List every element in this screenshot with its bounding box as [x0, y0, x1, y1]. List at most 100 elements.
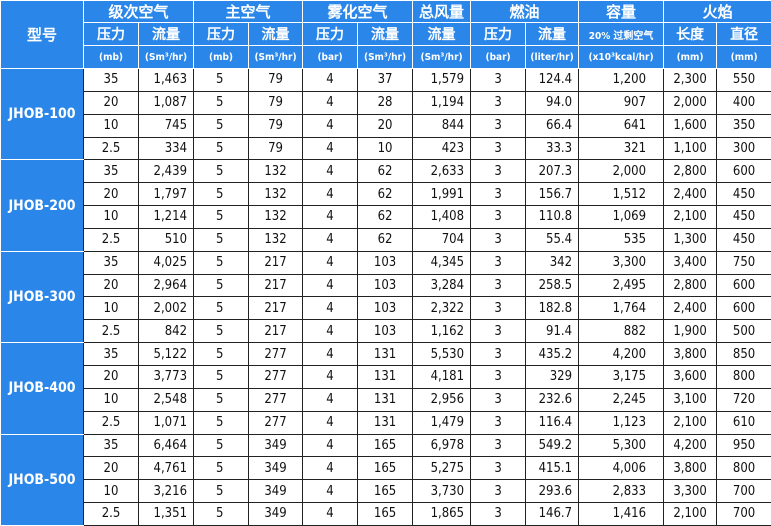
data-cell: 800 — [717, 365, 771, 388]
data-cell: 3 — [471, 503, 526, 526]
data-cell: 349 — [249, 434, 303, 457]
data-cell: 450 — [717, 183, 771, 206]
data-cell: 4,200 — [579, 343, 664, 366]
data-cell: 3 — [471, 411, 526, 434]
data-cell: 5 — [194, 183, 249, 206]
data-cell: 94.0 — [526, 91, 579, 114]
data-cell: 3 — [471, 160, 526, 183]
data-cell: 1,300 — [664, 228, 717, 251]
data-cell: 4,006 — [579, 457, 664, 480]
data-cell: 156.7 — [526, 183, 579, 206]
data-cell: 2,833 — [579, 480, 664, 503]
data-cell: 5 — [194, 343, 249, 366]
data-cell: 2,000 — [579, 160, 664, 183]
data-cell: 5,530 — [413, 343, 471, 366]
data-cell: 549.2 — [526, 434, 579, 457]
data-cell: 1,200 — [579, 69, 664, 92]
data-cell: 350 — [717, 114, 771, 137]
data-cell: 1,479 — [413, 411, 471, 434]
data-cell: 5 — [194, 411, 249, 434]
data-cell: 2,400 — [664, 297, 717, 320]
data-cell: 5,122 — [139, 343, 194, 366]
data-cell: 4 — [303, 206, 358, 229]
data-cell: 35 — [84, 434, 139, 457]
data-cell: 641 — [579, 114, 664, 137]
unit-cell: (Sm³/hr) — [413, 46, 471, 69]
data-cell: 600 — [717, 160, 771, 183]
data-cell: 62 — [358, 160, 413, 183]
data-cell: 423 — [413, 137, 471, 160]
data-cell: 4 — [303, 434, 358, 457]
data-cell: 6,978 — [413, 434, 471, 457]
data-cell: 1,764 — [579, 297, 664, 320]
data-cell: 3 — [471, 114, 526, 137]
data-cell: 217 — [249, 297, 303, 320]
data-cell: 3 — [471, 457, 526, 480]
data-cell: 1,071 — [139, 411, 194, 434]
unit-cell: (liter/hr) — [526, 46, 579, 69]
data-cell: 4 — [303, 251, 358, 274]
data-cell: 33.3 — [526, 137, 579, 160]
data-cell: 5 — [194, 480, 249, 503]
data-cell: 1,463 — [139, 69, 194, 92]
data-cell: 5 — [194, 69, 249, 92]
data-cell: 1,408 — [413, 206, 471, 229]
data-cell: 165 — [358, 434, 413, 457]
group-fuel-oil: 燃油 — [471, 1, 579, 23]
data-cell: 5,275 — [413, 457, 471, 480]
data-cell: 700 — [717, 480, 771, 503]
data-cell: 3 — [471, 434, 526, 457]
model-name-cell: JHOB-200 — [1, 160, 84, 251]
data-cell: 165 — [358, 503, 413, 526]
data-cell: 2.5 — [84, 411, 139, 434]
data-cell: 5 — [194, 320, 249, 343]
model-name-cell: JHOB-500 — [1, 434, 84, 525]
data-cell: 4,761 — [139, 457, 194, 480]
data-cell: 10 — [84, 480, 139, 503]
data-cell: 2,245 — [579, 388, 664, 411]
unit-cell: (mm) — [664, 46, 717, 69]
data-cell: 146.7 — [526, 503, 579, 526]
subheader-cell: 流量 — [526, 23, 579, 46]
data-cell: 3,216 — [139, 480, 194, 503]
data-cell: 450 — [717, 206, 771, 229]
data-cell: 750 — [717, 251, 771, 274]
data-cell: 5 — [194, 137, 249, 160]
data-cell: 1,087 — [139, 91, 194, 114]
data-cell: 1,351 — [139, 503, 194, 526]
data-cell: 5 — [194, 388, 249, 411]
data-cell: 124.4 — [526, 69, 579, 92]
unit-cell: (bar) — [303, 46, 358, 69]
data-cell: 4 — [303, 480, 358, 503]
data-cell: 20 — [358, 114, 413, 137]
group-main-air: 主空气 — [194, 1, 303, 23]
data-cell: 131 — [358, 388, 413, 411]
data-cell: 2.5 — [84, 320, 139, 343]
data-cell: 2.5 — [84, 228, 139, 251]
data-cell: 2,002 — [139, 297, 194, 320]
data-cell: 4 — [303, 297, 358, 320]
data-cell: 2,000 — [664, 91, 717, 114]
data-cell: 132 — [249, 228, 303, 251]
data-cell: 1,416 — [579, 503, 664, 526]
data-cell: 66.4 — [526, 114, 579, 137]
data-cell: 4 — [303, 503, 358, 526]
data-cell: 850 — [717, 343, 771, 366]
data-cell: 35 — [84, 343, 139, 366]
data-cell: 103 — [358, 297, 413, 320]
data-cell: 5 — [194, 206, 249, 229]
data-cell: 842 — [139, 320, 194, 343]
data-cell: 217 — [249, 320, 303, 343]
data-cell: 1,797 — [139, 183, 194, 206]
data-cell: 800 — [717, 457, 771, 480]
group-secondary-air: 级次空气 — [84, 1, 194, 23]
